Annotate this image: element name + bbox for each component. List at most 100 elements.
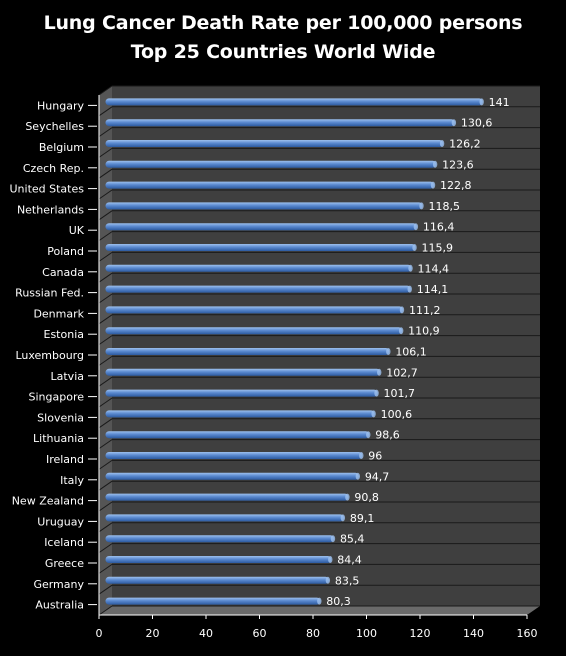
data-label: 111,2 bbox=[409, 304, 441, 317]
y-tick-label: Russian Fed. bbox=[15, 287, 84, 300]
plot-side-wall bbox=[99, 86, 112, 615]
gridline-side bbox=[98, 293, 113, 304]
gridline-side bbox=[98, 418, 113, 429]
bar-cap bbox=[412, 244, 417, 251]
gridline-side bbox=[98, 210, 113, 221]
y-tick-label: Australia bbox=[35, 599, 84, 612]
data-label: 80,3 bbox=[326, 595, 351, 608]
gridline-side bbox=[98, 335, 113, 346]
data-label: 110,9 bbox=[408, 325, 440, 338]
y-tick-label: Latvia bbox=[51, 370, 85, 383]
gridline-side bbox=[98, 584, 113, 595]
gridline-side bbox=[98, 605, 113, 616]
x-tick-label: 40 bbox=[199, 627, 213, 640]
y-tick-label: Canada bbox=[42, 266, 84, 279]
bar-australia bbox=[105, 597, 321, 605]
data-label: 116,4 bbox=[423, 221, 455, 234]
data-label: 98,6 bbox=[375, 429, 400, 442]
bar-cap bbox=[328, 556, 333, 563]
bar-russian-fed- bbox=[105, 285, 411, 293]
bar-cap bbox=[413, 223, 419, 231]
bar-germany bbox=[105, 576, 329, 584]
bar-seychelles bbox=[105, 119, 455, 127]
gridline-side bbox=[98, 376, 113, 387]
x-tick-label: 20 bbox=[146, 627, 160, 640]
x-tick-label: 100 bbox=[356, 627, 377, 640]
bar-cap bbox=[345, 493, 350, 501]
y-tick-label: Luxembourg bbox=[15, 349, 84, 362]
bar-uruguay bbox=[105, 514, 344, 522]
data-label: 114,4 bbox=[418, 262, 450, 275]
bar-cap bbox=[374, 389, 379, 397]
gridline-side bbox=[98, 272, 113, 283]
bar-belgium bbox=[105, 140, 444, 147]
bar-cap bbox=[359, 452, 364, 459]
data-label: 90,8 bbox=[354, 491, 379, 504]
data-label: 85,4 bbox=[340, 533, 365, 546]
bar-cap bbox=[371, 410, 376, 418]
bar-cap bbox=[398, 327, 404, 335]
y-tick-label: Lithuania bbox=[33, 432, 84, 445]
y-tick-label: Belgium bbox=[39, 141, 84, 154]
bar-cap bbox=[377, 368, 382, 376]
y-tick-label: Greece bbox=[45, 557, 84, 570]
bar-cap bbox=[399, 306, 405, 314]
bar-estonia bbox=[105, 327, 403, 335]
data-label: 115,9 bbox=[422, 242, 454, 255]
y-tick-label: Ireland bbox=[46, 453, 84, 466]
y-tick-label: UK bbox=[69, 224, 85, 237]
data-label: 96 bbox=[368, 450, 382, 463]
bar-lithuania bbox=[105, 431, 370, 439]
bar-czech-rep- bbox=[105, 160, 437, 168]
x-tick-label: 0 bbox=[96, 627, 103, 640]
bar-cap bbox=[340, 514, 346, 522]
bar-netherlands bbox=[105, 202, 423, 210]
y-tick-label: United States bbox=[10, 183, 85, 196]
data-label: 126,2 bbox=[449, 138, 481, 151]
gridline-side bbox=[98, 355, 113, 366]
bar-luxembourg bbox=[105, 348, 390, 355]
y-tick-label: Czech Rep. bbox=[23, 162, 84, 175]
gridline-side bbox=[98, 168, 113, 179]
data-label: 83,5 bbox=[335, 574, 360, 587]
bar-latvia bbox=[105, 368, 381, 376]
bar-cap bbox=[408, 264, 413, 272]
data-label: 101,7 bbox=[384, 387, 416, 400]
bar-italy bbox=[105, 472, 359, 480]
bar-cap bbox=[330, 535, 336, 543]
data-label: 141 bbox=[489, 96, 510, 109]
data-label: 122,8 bbox=[440, 179, 472, 192]
data-label: 130,6 bbox=[461, 117, 493, 130]
gridline-side bbox=[98, 314, 113, 325]
chart-subtitle: Top 25 Countries World Wide bbox=[130, 41, 436, 63]
y-tick-label: Seychelles bbox=[25, 120, 84, 133]
y-tick-label: Denmark bbox=[33, 307, 84, 320]
gridline-side bbox=[98, 563, 113, 574]
bar-cap bbox=[479, 98, 484, 106]
gridline-side bbox=[98, 522, 113, 533]
data-label: 123,6 bbox=[442, 158, 474, 171]
y-tick-label: Italy bbox=[60, 474, 84, 487]
gridline-side bbox=[98, 501, 113, 512]
data-label: 94,7 bbox=[365, 470, 390, 483]
bar-cap bbox=[451, 119, 457, 127]
bar-ireland bbox=[105, 452, 363, 459]
gridline-side bbox=[98, 189, 113, 200]
y-tick-label: Hungary bbox=[37, 99, 84, 112]
y-tick-label: Estonia bbox=[44, 328, 85, 341]
x-tick-label: 80 bbox=[306, 627, 320, 640]
bar-united-states bbox=[105, 181, 434, 189]
gridline-side bbox=[98, 543, 113, 554]
data-label: 106,1 bbox=[395, 346, 427, 359]
gridline-side bbox=[98, 85, 113, 96]
bar-hungary bbox=[105, 98, 483, 106]
bar-denmark bbox=[105, 306, 403, 314]
gridline-side bbox=[98, 459, 113, 470]
bar-cap bbox=[317, 597, 322, 605]
data-label: 84,4 bbox=[337, 554, 362, 567]
y-tick-label: Poland bbox=[47, 245, 84, 258]
data-label: 89,1 bbox=[350, 512, 375, 525]
bar-greece bbox=[105, 556, 332, 563]
